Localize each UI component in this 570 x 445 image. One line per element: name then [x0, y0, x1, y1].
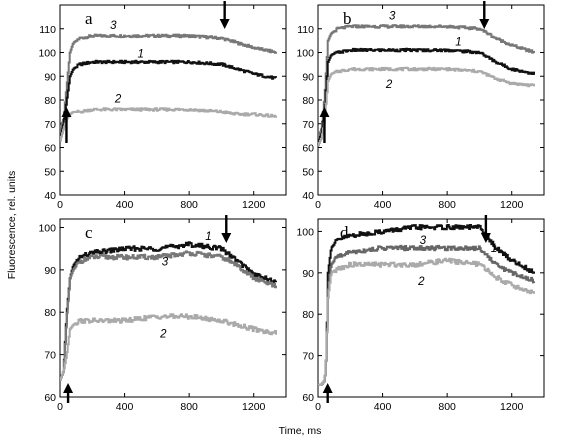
- y-tick-label: 50: [44, 166, 56, 178]
- plot-frame: [317, 218, 545, 398]
- x-tick-label: 400: [374, 401, 392, 413]
- arrow-up-icon: [63, 383, 74, 403]
- panel-c: c 0 400 800 1200 60 70 80 90 100 1 3 2: [38, 215, 287, 413]
- x-tick-label: 400: [374, 199, 392, 211]
- series-line-1: [60, 59, 277, 139]
- arrow-down-icon: [480, 215, 491, 243]
- series-line-3: [60, 250, 277, 381]
- y-tick-label: 60: [302, 143, 314, 155]
- curve-label-1: 1: [455, 36, 461, 48]
- y-tick-label: 40: [302, 190, 314, 202]
- x-tick-label: 800: [180, 401, 198, 413]
- series-line-1: [318, 47, 535, 144]
- series-line-3: [318, 24, 535, 139]
- y-tick-label: 70: [44, 119, 56, 131]
- arrow-down-icon: [219, 1, 230, 29]
- x-tick-label: 1200: [500, 199, 524, 211]
- y-tick-label: 80: [44, 95, 56, 107]
- series-line-2: [318, 257, 535, 386]
- arrow-down-icon: [221, 215, 232, 243]
- x-tick-label: 800: [180, 199, 198, 211]
- series-line-3: [318, 244, 535, 386]
- x-tick-label: 400: [116, 199, 134, 211]
- y-tick-label: 110: [39, 24, 56, 36]
- series-line-1: [318, 224, 535, 386]
- y-tick-label: 80: [302, 95, 314, 107]
- y-tick-label: 110: [297, 24, 314, 36]
- curve-label-3: 3: [389, 10, 396, 22]
- arrow-up-icon: [322, 383, 333, 403]
- y-axis-title: Fluorescence, rel. units: [6, 171, 18, 280]
- series-line-2: [318, 66, 535, 147]
- curve-label-1: 1: [491, 243, 497, 255]
- x-tick-label: 1200: [242, 401, 266, 413]
- series-line-1: [60, 241, 277, 381]
- plot-frame: [59, 4, 287, 196]
- y-tick-label: 90: [44, 265, 56, 277]
- panel-label-a: a: [85, 9, 93, 28]
- x-tick-label: 0: [315, 401, 321, 413]
- panel-label-c: c: [85, 223, 93, 242]
- y-tick-label: 100: [38, 222, 56, 234]
- y-tick-label: 100: [296, 226, 314, 238]
- x-tick-label: 1200: [500, 401, 524, 413]
- curve-label-2: 2: [385, 79, 393, 91]
- y-tick-label: 70: [302, 119, 314, 131]
- arrow-up-icon: [319, 107, 330, 143]
- x-tick-label: 400: [116, 401, 134, 413]
- curve-label-2: 2: [417, 276, 425, 288]
- x-tick-label: 0: [57, 199, 63, 211]
- y-tick-label: 70: [302, 351, 314, 363]
- x-tick-label: 0: [57, 401, 63, 413]
- curve-label-1: 1: [138, 48, 144, 60]
- panel-a: a 0 400 800 1200 40 50 60 70 80 90 100 110 3 1 2: [38, 1, 287, 211]
- arrow-up-icon: [61, 107, 72, 143]
- series-line-2: [60, 107, 277, 142]
- curve-label-3: 3: [420, 235, 427, 247]
- y-tick-label: 90: [302, 268, 314, 280]
- x-tick-label: 800: [438, 199, 456, 211]
- panel-b: b 0 400 800 1200 40 50 60 70 80 90 100 110 3 1 2: [296, 1, 545, 211]
- series-line-2: [60, 313, 277, 381]
- y-tick-label: 60: [44, 392, 56, 404]
- x-tick-label: 800: [438, 401, 456, 413]
- y-tick-label: 50: [302, 166, 314, 178]
- series-line-3: [60, 33, 277, 130]
- y-tick-label: 40: [44, 190, 56, 202]
- y-tick-label: 90: [44, 71, 56, 83]
- y-tick-label: 80: [44, 307, 56, 319]
- plot-frame: [317, 4, 545, 196]
- plot-frame: [59, 218, 287, 398]
- y-tick-label: 100: [38, 48, 56, 60]
- x-tick-label: 1200: [242, 199, 266, 211]
- y-tick-label: 90: [302, 71, 314, 83]
- x-axis-title: Time, ms: [279, 425, 322, 437]
- x-tick-label: 0: [315, 199, 321, 211]
- y-tick-label: 100: [296, 48, 314, 60]
- panel-d: d 0 400 800 1200 60 70 80 90 100 3 1 2: [296, 215, 545, 413]
- y-tick-label: 60: [44, 143, 56, 155]
- curve-label-2: 2: [159, 329, 167, 341]
- y-tick-label: 70: [44, 350, 56, 362]
- panel-label-d: d: [340, 223, 349, 242]
- curve-label-3: 3: [162, 257, 169, 269]
- panel-label-b: b: [343, 9, 352, 28]
- y-tick-label: 80: [302, 309, 314, 321]
- y-tick-label: 60: [302, 392, 314, 404]
- curve-label-3: 3: [110, 20, 117, 32]
- curve-label-1: 1: [205, 231, 211, 243]
- curve-label-2: 2: [114, 93, 122, 105]
- arrow-down-icon: [479, 1, 490, 29]
